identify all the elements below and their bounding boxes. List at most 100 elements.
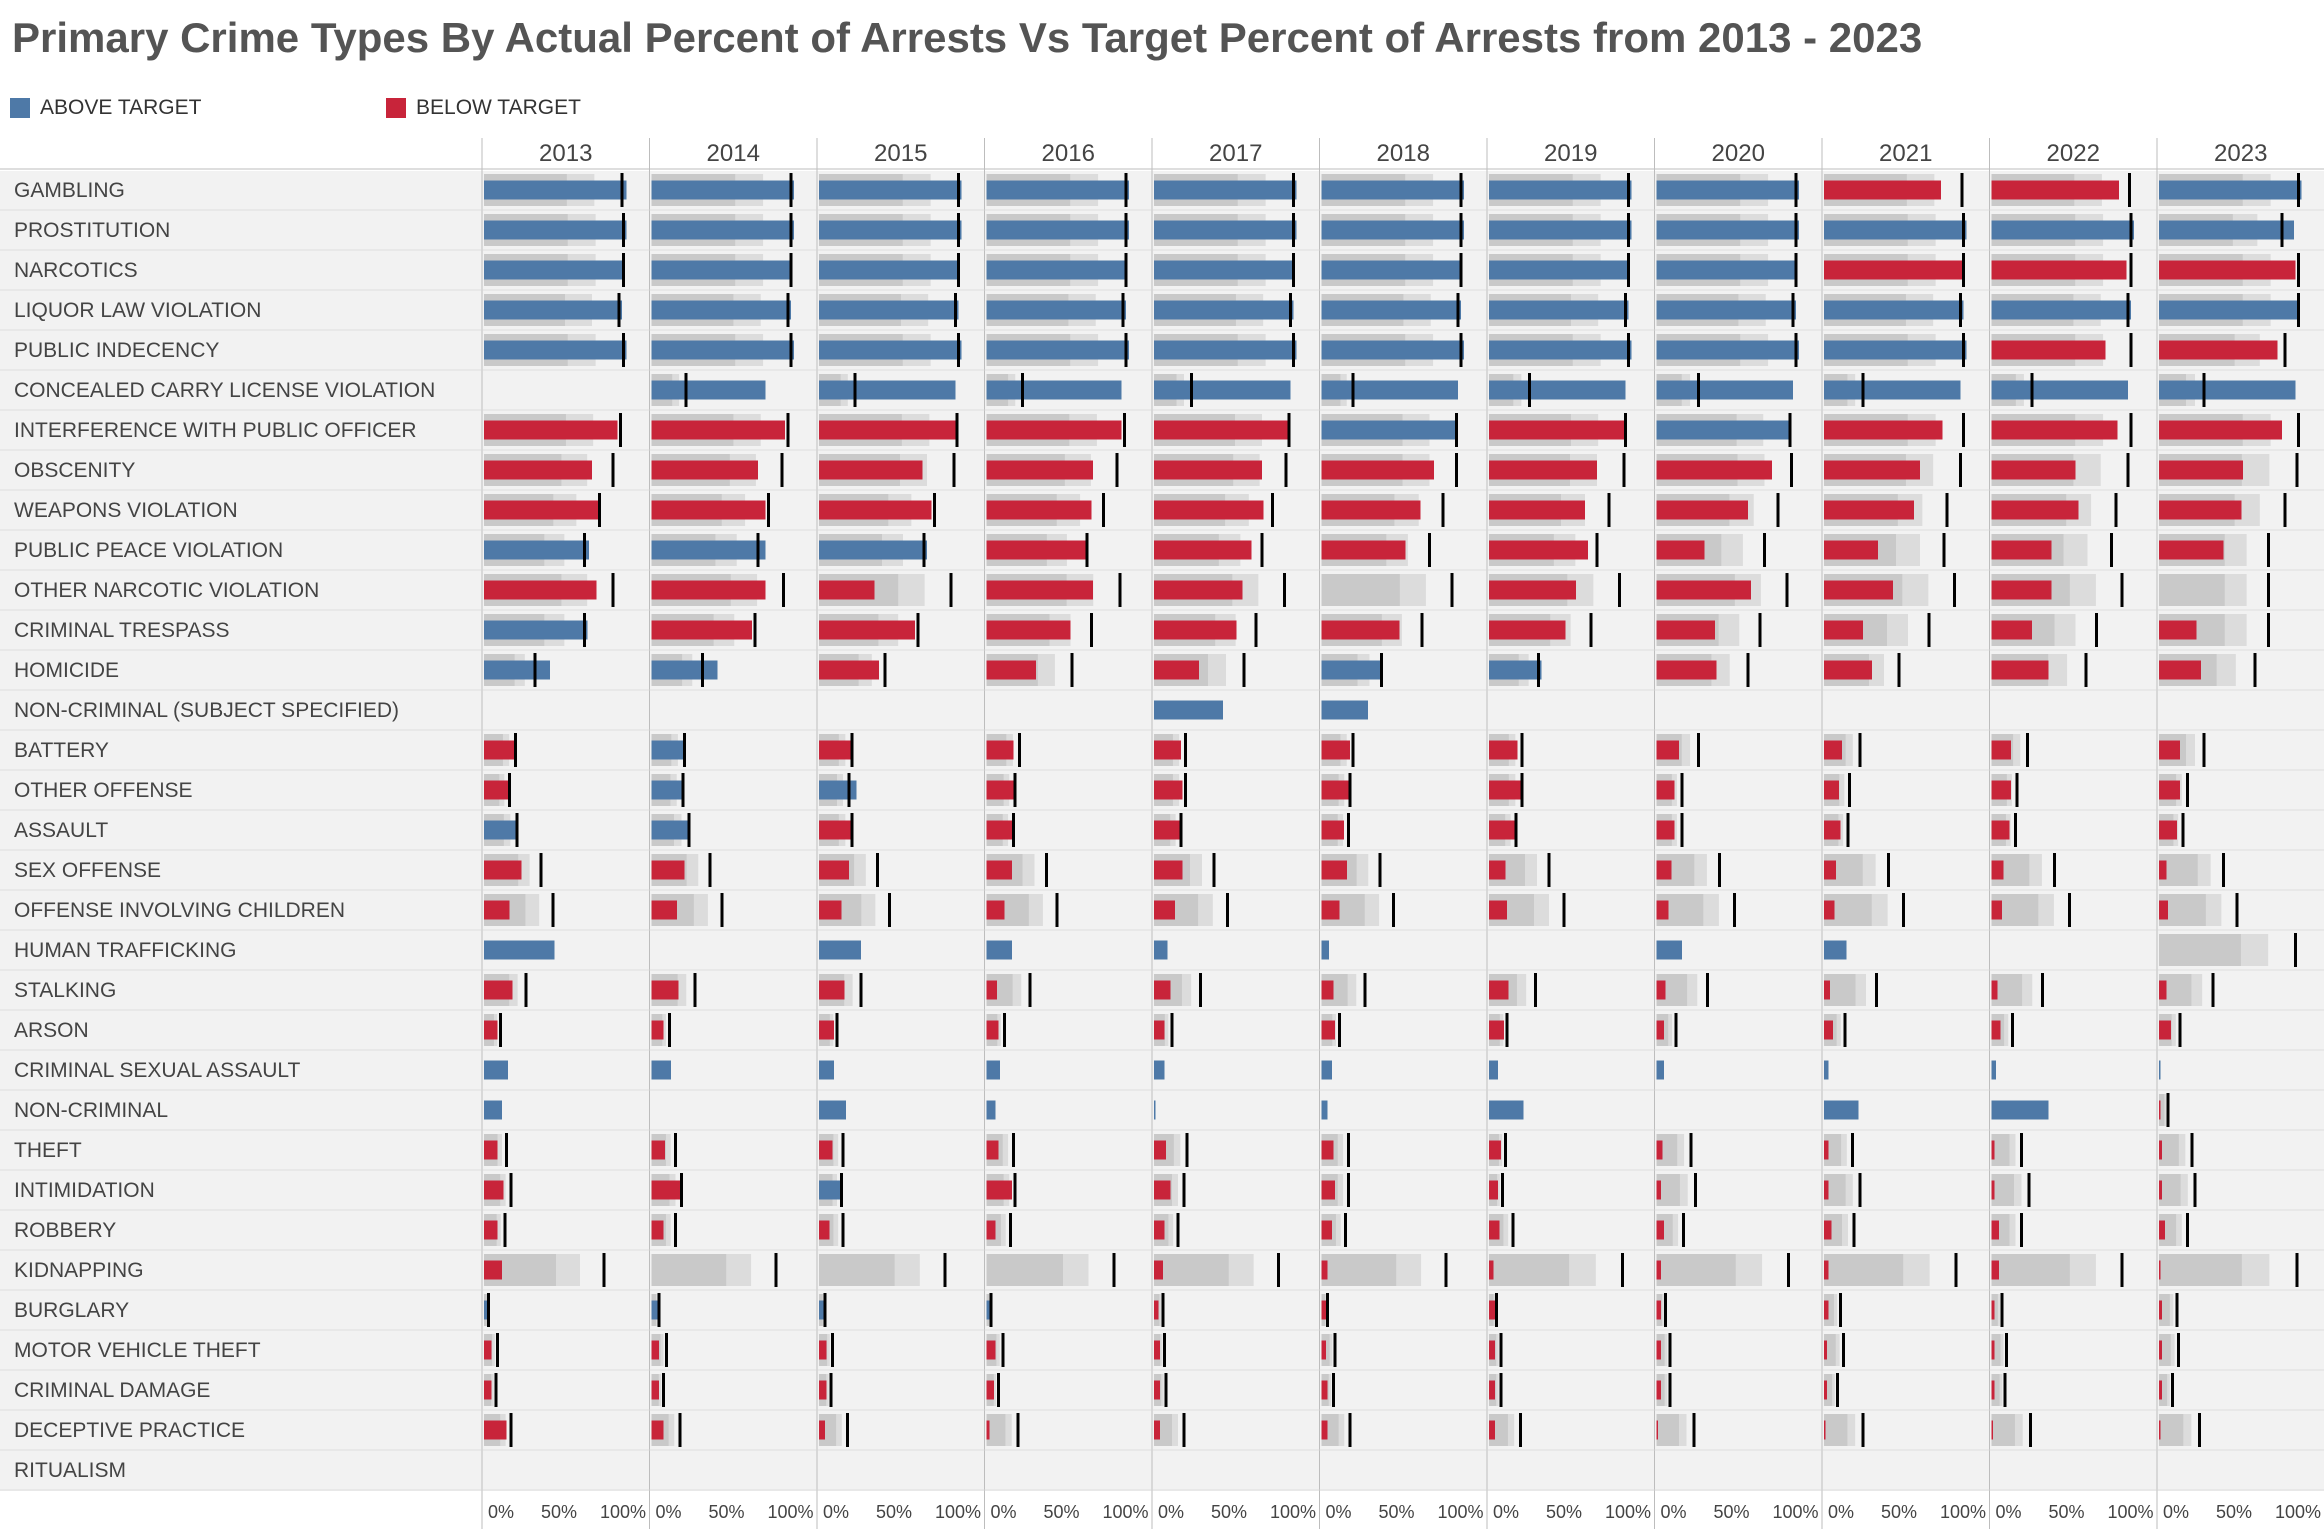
actual-bar — [819, 1140, 833, 1160]
year-header: 2020 — [1712, 140, 1765, 167]
actual-bar — [1489, 540, 1588, 560]
target-band-dark — [1991, 1294, 1998, 1326]
actual-bar — [1991, 580, 2052, 600]
row-label: CRIMINAL TRESPASS — [14, 619, 230, 642]
actual-bar — [1991, 1340, 1995, 1360]
actual-bar — [986, 940, 1012, 960]
actual-bar — [2159, 300, 2299, 320]
actual-bar — [651, 1220, 664, 1240]
target-band-dark — [2159, 934, 2241, 966]
legend-swatch-above — [10, 98, 30, 118]
actual-bar — [2159, 340, 2278, 360]
actual-bar — [1321, 1220, 1332, 1240]
actual-bar — [1824, 780, 1839, 800]
actual-bar — [819, 1220, 830, 1240]
legend-item-above-target[interactable]: ABOVE TARGET — [10, 96, 201, 120]
actual-bar — [1824, 260, 1962, 280]
actual-bar — [986, 620, 1071, 640]
actual-bar — [1489, 740, 1518, 760]
x-tick-label: 0% — [823, 1502, 849, 1522]
actual-bar — [2159, 740, 2180, 760]
actual-bar — [1656, 820, 1675, 840]
actual-bar — [986, 900, 1005, 920]
x-tick-label: 0% — [1661, 1502, 1687, 1522]
actual-bar — [1656, 620, 1715, 640]
actual-bar — [819, 860, 849, 880]
actual-bar — [1489, 1180, 1498, 1200]
actual-bar — [651, 1140, 665, 1160]
actual-bar — [2159, 780, 2180, 800]
legend-item-below-target[interactable]: BELOW TARGET — [386, 96, 581, 120]
target-band-dark — [2159, 1254, 2242, 1286]
actual-bar — [986, 1380, 994, 1400]
actual-bar — [484, 1100, 502, 1120]
actual-bar — [484, 820, 517, 840]
actual-bar — [1154, 620, 1237, 640]
actual-bar — [1154, 1060, 1165, 1080]
actual-bar — [1824, 1300, 1829, 1320]
actual-bar — [1656, 1060, 1664, 1080]
actual-bar — [1321, 1260, 1328, 1280]
actual-bar — [1824, 340, 1967, 360]
actual-bar — [484, 1220, 498, 1240]
actual-bar — [2159, 1220, 2165, 1240]
actual-bar — [1824, 1100, 1859, 1120]
actual-bar — [484, 580, 597, 600]
actual-bar — [1991, 380, 2128, 400]
actual-bar — [986, 380, 1122, 400]
actual-bar — [1321, 500, 1421, 520]
actual-bar — [986, 300, 1126, 320]
actual-bar — [484, 460, 592, 480]
actual-bar — [1991, 1020, 2001, 1040]
actual-bar — [819, 420, 956, 440]
actual-bar — [1154, 500, 1264, 520]
actual-bar — [1154, 260, 1295, 280]
actual-bar — [2159, 1020, 2171, 1040]
actual-bar — [1824, 620, 1863, 640]
actual-bar — [1321, 1300, 1326, 1320]
target-band-dark — [1824, 1254, 1904, 1286]
actual-bar — [484, 180, 627, 200]
x-tick-label: 100% — [600, 1502, 646, 1522]
actual-bar — [484, 1140, 498, 1160]
actual-bar — [819, 1100, 846, 1120]
actual-bar — [1824, 1340, 1827, 1360]
actual-bar — [484, 500, 598, 520]
actual-bar — [1489, 380, 1626, 400]
x-tick-label: 50% — [1546, 1502, 1582, 1522]
actual-bar — [651, 740, 685, 760]
actual-bar — [484, 660, 550, 680]
actual-bar — [651, 260, 793, 280]
actual-bar — [1489, 900, 1507, 920]
year-header: 2016 — [1042, 140, 1095, 167]
actual-bar — [1991, 220, 2134, 240]
actual-bar — [1154, 1340, 1160, 1360]
actual-bar — [484, 620, 588, 640]
target-band-dark — [1824, 1294, 1834, 1326]
actual-bar — [1656, 1020, 1664, 1040]
actual-bar — [819, 900, 842, 920]
actual-bar — [1656, 540, 1705, 560]
legend-label-below: BELOW TARGET — [416, 96, 581, 119]
x-tick-label: 50% — [708, 1502, 744, 1522]
row-label: PUBLIC PEACE VIOLATION — [14, 539, 283, 562]
actual-bar — [986, 260, 1128, 280]
actual-bar — [484, 340, 627, 360]
x-tick-label: 0% — [656, 1502, 682, 1522]
actual-bar — [1656, 1340, 1661, 1360]
actual-bar — [819, 180, 962, 200]
actual-bar — [1824, 740, 1842, 760]
actual-bar — [1656, 220, 1799, 240]
actual-bar — [2159, 820, 2177, 840]
actual-bar — [1154, 580, 1243, 600]
actual-bar — [1991, 1420, 1993, 1440]
actual-bar — [1991, 1060, 1996, 1080]
actual-bar — [2159, 860, 2167, 880]
target-band-dark — [986, 1254, 1063, 1286]
x-tick-label: 50% — [876, 1502, 912, 1522]
actual-bar — [1656, 780, 1675, 800]
target-band-dark — [1824, 1174, 1846, 1206]
row-label: OTHER OFFENSE — [14, 779, 193, 802]
actual-bar — [1824, 460, 1920, 480]
actual-bar — [1656, 660, 1717, 680]
